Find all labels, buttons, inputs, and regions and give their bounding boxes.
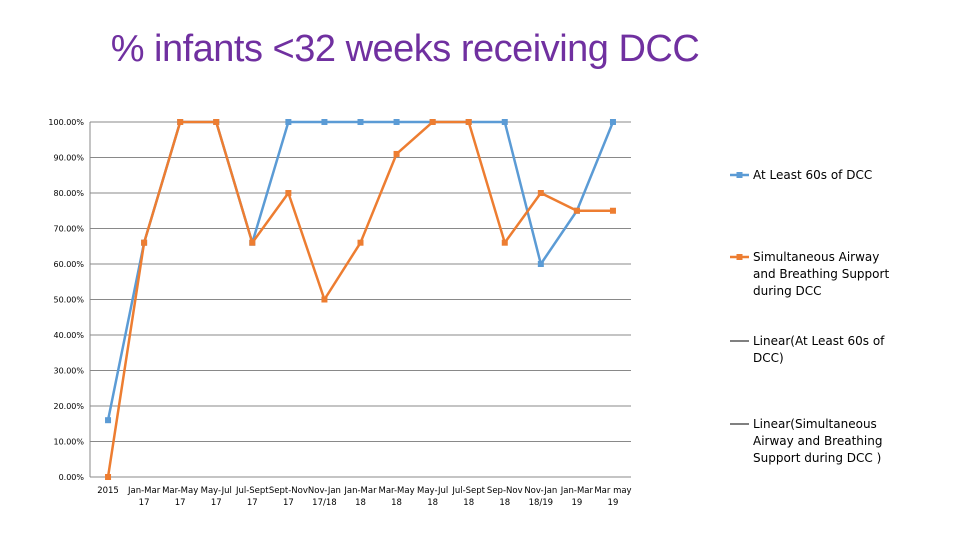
x-tick-label: Mar-May 18 bbox=[378, 486, 414, 508]
data-point-series-2 bbox=[105, 474, 112, 480]
data-point-series-1 bbox=[501, 119, 508, 125]
data-point-series-1 bbox=[321, 119, 328, 125]
y-tick-label: 50.00% bbox=[53, 296, 84, 305]
x-tick-label: Sep-Nov 18 bbox=[487, 486, 523, 508]
x-tick-label: Nov-Jan 17/18 bbox=[308, 486, 341, 508]
x-tick-label: Jan-Mar 17 bbox=[127, 486, 161, 508]
x-tick-label: Jul-Sept 17 bbox=[235, 486, 269, 508]
series-line-1 bbox=[106, 120, 615, 421]
data-point-series-2 bbox=[141, 239, 148, 246]
legend-label: Simultaneous Airway and Breathing Support… bbox=[753, 250, 889, 298]
y-tick-label: 80.00% bbox=[53, 189, 84, 198]
x-tick-label: May-Jul 17 bbox=[201, 486, 232, 508]
legend-label: Linear(Simultaneous Airway and Breathing S… bbox=[753, 417, 882, 465]
data-point-series-1 bbox=[357, 119, 364, 125]
legend-item-4: Linear(Simultaneous Airway and Breathing S… bbox=[730, 417, 882, 465]
series-group bbox=[105, 119, 616, 480]
data-point-series-2 bbox=[465, 119, 472, 125]
x-tick-label: 2015 bbox=[97, 486, 119, 496]
x-tick-label: Jan-Mar 18 bbox=[343, 486, 377, 508]
x-tick-label: Mar-May 17 bbox=[162, 486, 198, 508]
legend-swatch-marker bbox=[736, 172, 743, 178]
data-point-series-2 bbox=[177, 119, 184, 125]
data-point-series-2 bbox=[213, 119, 220, 125]
legend-label: At Least 60s of DCC bbox=[753, 168, 872, 182]
x-tick-label: Nov-Jan 18/19 bbox=[524, 486, 557, 508]
y-tick-label: 0.00% bbox=[59, 473, 85, 482]
y-tick-label: 20.00% bbox=[53, 402, 84, 411]
data-point-series-2 bbox=[393, 150, 400, 157]
data-point-series-1 bbox=[393, 119, 400, 125]
y-tick-label: 60.00% bbox=[53, 260, 84, 269]
x-tick-label: Jul-Sept 18 bbox=[451, 486, 485, 508]
legend-item-2: Simultaneous Airway and Breathing Support… bbox=[730, 250, 889, 298]
gridlines bbox=[90, 121, 631, 478]
y-tick-label: 40.00% bbox=[53, 331, 84, 340]
data-point-series-2 bbox=[249, 239, 256, 246]
data-point-series-1 bbox=[537, 261, 544, 267]
data-point-series-2 bbox=[285, 190, 292, 196]
data-point-series-2 bbox=[573, 207, 580, 214]
data-point-series-2 bbox=[357, 239, 364, 246]
y-tick-label: 30.00% bbox=[53, 367, 84, 376]
x-tick-label: Mar may 19 bbox=[594, 486, 631, 508]
chart-title: % infants <32 weeks receiving DCC bbox=[110, 28, 700, 70]
data-point-series-1 bbox=[105, 417, 112, 424]
y-tick-label: 10.00% bbox=[53, 438, 84, 447]
legend: At Least 60s of DCC Simultaneous Airway an… bbox=[730, 168, 889, 465]
data-point-series-1 bbox=[609, 119, 616, 125]
legend-swatch-marker bbox=[736, 254, 743, 260]
x-tick-label: Sept-Nov 17 bbox=[269, 486, 308, 508]
y-tick-label: 70.00% bbox=[53, 225, 84, 234]
data-point-series-2 bbox=[609, 207, 616, 214]
y-tick-label: 90.00% bbox=[53, 154, 84, 163]
data-point-series-2 bbox=[537, 190, 544, 196]
legend-item-1: At Least 60s of DCC bbox=[730, 168, 872, 182]
y-axis: 0.00% 10.00% 20.00% 30.00% 40.00% 50.00% 60.00… bbox=[48, 118, 91, 482]
data-point-series-1 bbox=[285, 119, 292, 125]
data-point-series-2 bbox=[429, 119, 436, 125]
legend-item-3: Linear(At Least 60s of DCC) bbox=[730, 334, 885, 365]
data-point-series-2 bbox=[501, 239, 508, 246]
x-tick-label: May-Jul 18 bbox=[417, 486, 448, 508]
data-point-series-2 bbox=[321, 296, 328, 303]
y-tick-label: 100.00% bbox=[48, 118, 84, 127]
x-tick-label: Jan-Mar 19 bbox=[560, 486, 594, 508]
legend-label: Linear(At Least 60s of DCC) bbox=[753, 334, 885, 365]
